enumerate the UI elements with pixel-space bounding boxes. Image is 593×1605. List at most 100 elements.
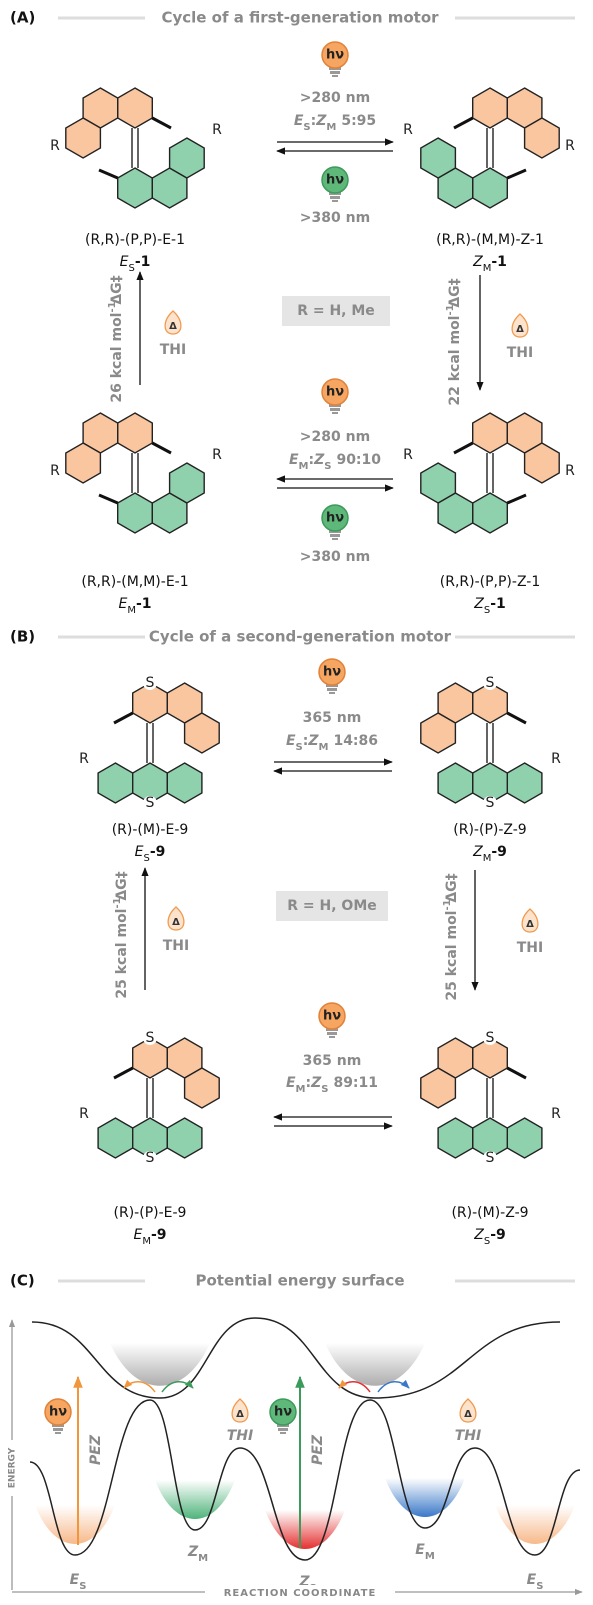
wavelength: 365 nm bbox=[303, 710, 362, 726]
heat-symbol: Δ bbox=[169, 321, 177, 332]
thermal-label: THI bbox=[160, 342, 186, 358]
text-part: E bbox=[118, 596, 127, 612]
text-part: -1 bbox=[445, 304, 456, 315]
methyl bbox=[99, 495, 118, 503]
y-axis-label: ENERGY bbox=[8, 1447, 18, 1488]
text-part: E bbox=[70, 1572, 80, 1588]
text-part: S bbox=[79, 1581, 86, 1592]
text-part: -1 bbox=[442, 899, 453, 910]
ring bbox=[438, 763, 473, 803]
bulb-base bbox=[332, 538, 338, 540]
bulb-base bbox=[329, 1036, 335, 1038]
bulb-base bbox=[330, 196, 340, 199]
compound-name: (R)-(M)-Z-9 bbox=[451, 1205, 528, 1221]
text-part: S bbox=[303, 122, 310, 133]
thermal-label: THI bbox=[227, 1428, 253, 1444]
bulb-base bbox=[327, 688, 337, 691]
bulb-base bbox=[329, 692, 335, 694]
substituent: R bbox=[551, 1106, 561, 1122]
substituent: R bbox=[212, 122, 222, 138]
ring bbox=[167, 763, 202, 803]
excited-well bbox=[110, 1343, 210, 1386]
ring bbox=[118, 493, 153, 533]
ring bbox=[507, 763, 542, 803]
heat-symbol: Δ bbox=[464, 1409, 472, 1420]
bulb-base bbox=[332, 75, 338, 77]
sulfur: S bbox=[486, 1150, 495, 1166]
text-part: -9 bbox=[491, 844, 507, 860]
compound-name: (R)-(M)-E-9 bbox=[112, 822, 189, 838]
panel-label: (A) bbox=[10, 9, 35, 27]
state-label: ES bbox=[70, 1572, 87, 1592]
bulb-base bbox=[280, 1432, 286, 1434]
substituent: R bbox=[79, 751, 89, 767]
text-part: S bbox=[296, 742, 303, 753]
bulb-base bbox=[330, 534, 340, 537]
heat-symbol: Δ bbox=[172, 917, 180, 928]
substituent: R bbox=[79, 1106, 89, 1122]
text-part: -1 bbox=[112, 897, 123, 908]
text-part: -1 bbox=[136, 596, 152, 612]
ground-well bbox=[265, 1510, 345, 1549]
compound-label: EM-9 bbox=[133, 1227, 166, 1247]
ring bbox=[98, 1118, 133, 1158]
compound-label: ZS-1 bbox=[473, 596, 506, 616]
text-part: S bbox=[536, 1581, 543, 1592]
text-part: M bbox=[425, 1551, 435, 1562]
substituent: R bbox=[565, 463, 575, 479]
light-symbol: hν bbox=[326, 385, 344, 400]
barrier-label: ΔG‡ bbox=[114, 871, 130, 900]
text-part: -1 bbox=[135, 254, 151, 270]
barrier-energy: 22 kcal mol-1 bbox=[445, 304, 464, 405]
barrier-label: ΔG‡ bbox=[444, 873, 460, 902]
substituent: R bbox=[565, 138, 575, 154]
text-part: M bbox=[299, 461, 309, 472]
text-part: E bbox=[133, 1227, 142, 1243]
compound-label: ES-9 bbox=[135, 844, 166, 864]
text-part: -9 bbox=[151, 1227, 167, 1243]
thermal-label: THI bbox=[163, 938, 189, 954]
state-label: ZM bbox=[187, 1544, 208, 1564]
wavelength: >280 nm bbox=[300, 429, 370, 445]
panel-title: Cycle of a first-generation motor bbox=[161, 9, 439, 27]
light-symbol: hν bbox=[274, 1405, 292, 1420]
excited-surface bbox=[32, 1318, 560, 1398]
excited-well bbox=[325, 1343, 425, 1386]
text-part: 5:95 bbox=[341, 113, 376, 129]
compound-name: (R,R)-(P,P)-Z-1 bbox=[440, 574, 541, 590]
ratio: ES:ZM5:95 bbox=[294, 113, 376, 133]
text-part: M bbox=[326, 122, 336, 133]
text-part: E bbox=[527, 1572, 537, 1588]
ground-well bbox=[35, 1505, 115, 1544]
compound-name: (R)-(P)-E-9 bbox=[114, 1205, 187, 1221]
sulfur: S bbox=[486, 1030, 495, 1046]
ground-well bbox=[385, 1478, 465, 1517]
barrier-label: ΔG‡ bbox=[447, 278, 463, 307]
methyl bbox=[114, 713, 133, 723]
methyl bbox=[507, 170, 526, 178]
text-part: M bbox=[142, 1236, 151, 1247]
text-part: M bbox=[483, 853, 492, 864]
thermal-label: THI bbox=[507, 345, 533, 361]
text-part: E bbox=[294, 113, 304, 129]
substituent: R bbox=[50, 463, 60, 479]
substituent-note: R = H, Me bbox=[297, 303, 375, 319]
compound-name: (R)-(P)-Z-9 bbox=[453, 822, 526, 838]
state-label: EM bbox=[415, 1542, 435, 1562]
bulb-base bbox=[330, 408, 340, 411]
bulb-base bbox=[332, 200, 338, 202]
text-part: M bbox=[198, 1553, 208, 1564]
wavelength: >380 nm bbox=[300, 549, 370, 565]
substituent: R bbox=[403, 122, 413, 138]
text-part: E bbox=[286, 733, 296, 749]
bulb-base bbox=[55, 1432, 61, 1434]
compound-label: ZM-9 bbox=[472, 844, 507, 864]
ring bbox=[118, 413, 153, 453]
text-part: M bbox=[127, 605, 136, 616]
ring bbox=[473, 88, 508, 128]
heat-symbol: Δ bbox=[526, 919, 534, 930]
sulfur: S bbox=[146, 1030, 155, 1046]
text-part: M bbox=[483, 263, 492, 274]
